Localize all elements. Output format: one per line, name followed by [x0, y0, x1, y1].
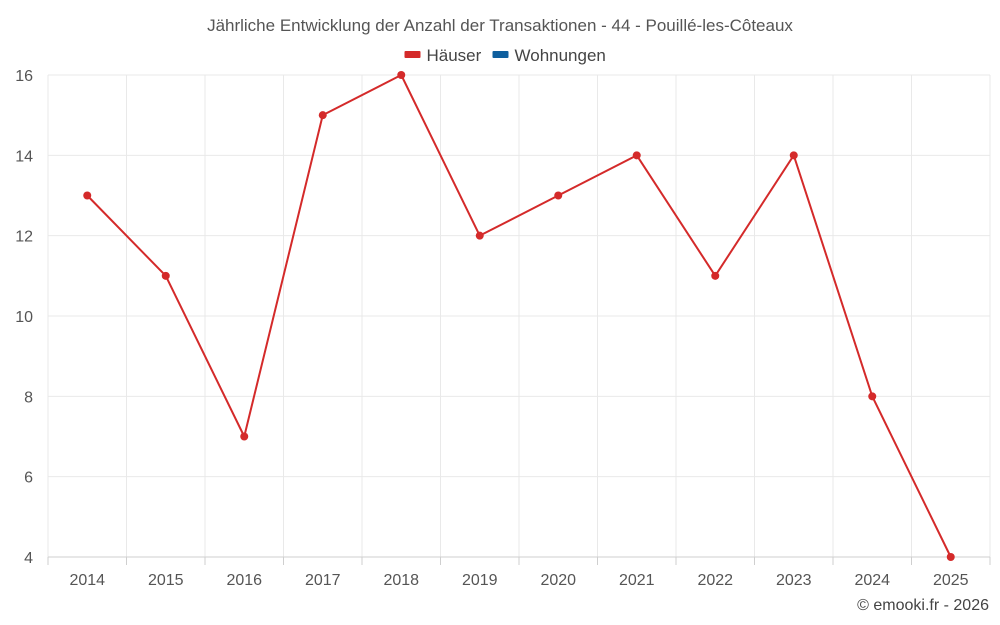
y-tick-label: 6 [24, 470, 33, 487]
x-tick-label: 2024 [854, 572, 890, 589]
y-tick-label: 10 [15, 309, 33, 326]
x-tick-label: 2018 [383, 572, 419, 589]
legend-swatch [404, 51, 421, 58]
legend-item-haeuser[interactable]: Häuser [404, 46, 482, 65]
data-point-2017[interactable] [318, 111, 327, 120]
data-point-2021[interactable] [632, 151, 641, 160]
data-point-2025[interactable] [946, 553, 955, 561]
data-point-2018[interactable] [397, 71, 406, 79]
x-tick-label: 2020 [540, 572, 576, 589]
x-tick-label: 2023 [776, 572, 812, 589]
legend-label: Wohnungen [515, 46, 606, 65]
data-point-2016[interactable] [240, 432, 249, 441]
legend-swatch [492, 51, 509, 58]
data-point-2020[interactable] [554, 191, 563, 200]
y-tick-label: 4 [24, 550, 33, 567]
data-point-2015[interactable] [161, 271, 170, 280]
x-tick-label: 2016 [226, 572, 262, 589]
x-tick-label: 2015 [148, 572, 184, 589]
legend-item-wohnungen[interactable]: Wohnungen [492, 46, 606, 65]
x-tick-label: 2017 [305, 572, 341, 589]
y-tick-label: 16 [15, 68, 33, 85]
series-line-haeuser [86, 74, 952, 558]
data-point-2014[interactable] [83, 191, 92, 200]
series [83, 71, 955, 561]
y-tick-label: 8 [24, 389, 33, 406]
x-tick-label: 2014 [69, 572, 105, 589]
y-tick-label: 12 [15, 229, 33, 246]
data-point-2019[interactable] [475, 231, 484, 240]
data-point-2022[interactable] [711, 271, 720, 280]
credit-text: © emooki.fr - 2026 [857, 597, 989, 614]
x-tick-label: 2022 [697, 572, 733, 589]
x-tick-label: 2019 [462, 572, 498, 589]
axes: 4 6 8 10 12 14 16 2014 2015 2016 2017 2018 2019 2020 2… [15, 68, 991, 589]
data-point-2024[interactable] [868, 392, 877, 401]
chart-title: Jährliche Entwicklung der Anzahl der Tra… [207, 16, 793, 35]
legend[interactable]: Häuser Wohnungen [404, 46, 606, 65]
x-tick-label: 2021 [619, 572, 655, 589]
grid [47, 74, 991, 557]
data-point-2023[interactable] [789, 151, 798, 160]
legend-label: Häuser [427, 46, 482, 65]
x-tick-label: 2025 [933, 572, 969, 589]
y-tick-label: 14 [15, 148, 33, 165]
